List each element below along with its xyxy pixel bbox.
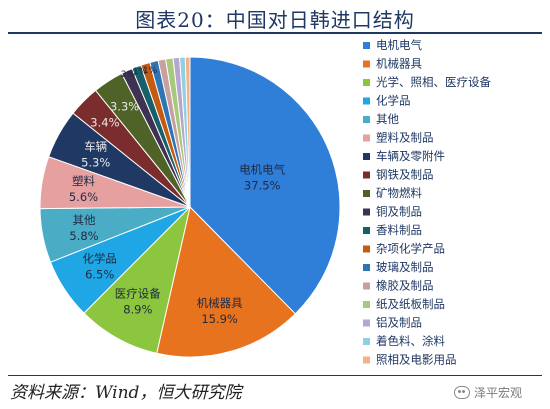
- slice-value-label: 37.5%: [244, 178, 281, 192]
- pie-slices: [39, 56, 341, 358]
- legend-item: 机械器具: [376, 57, 422, 71]
- legend-item: 塑料及制品: [376, 131, 434, 145]
- legend-swatch: [363, 245, 370, 253]
- pie-slice: [83, 205, 191, 354]
- legend-swatch: [363, 338, 370, 345]
- slice-name-label: 车辆: [84, 139, 107, 153]
- legend-swatch: [363, 264, 370, 271]
- pie-chart-svg: 电机电气 37.5% 机械器具 15.9% 医疗设备 8.9% 化学品 6.5% 其他 5.8% 塑…: [39, 38, 491, 367]
- pie-chart: 电机电气 37.5% 机械器具 15.9% 医疗设备 8.9% 化学品 6.5% 其他 5.8% 塑…: [0, 36, 550, 372]
- legend-item: 其他: [376, 112, 399, 126]
- legend-item: 玻璃及制品: [376, 260, 434, 274]
- slice-name-label: 医疗设备: [115, 287, 161, 301]
- legend-swatch: [363, 227, 370, 234]
- small-slice-label: 1%: [143, 66, 158, 76]
- legend-swatch: [363, 171, 370, 179]
- legend-item: 车辆及零附件: [376, 149, 445, 163]
- wechat-icon: [454, 386, 470, 399]
- pie-slice: [156, 205, 297, 358]
- slice-value-label: 3.4%: [90, 115, 119, 129]
- slice-name-label: 电机电气: [239, 162, 285, 176]
- legend-item: 香料制品: [376, 223, 422, 237]
- legend-item: 橡胶及制品: [376, 279, 434, 293]
- slice-name-label: 化学品: [82, 251, 117, 265]
- slice-value-label: 5.6%: [69, 190, 98, 204]
- slice-name-label: 机械器具: [197, 296, 243, 310]
- legend-item: 矿物燃料: [376, 186, 422, 200]
- legend-swatch: [363, 116, 370, 123]
- legend-swatch: [363, 301, 370, 308]
- legend-swatch: [363, 42, 370, 49]
- title-divider: [8, 32, 542, 34]
- legend-swatch: [363, 208, 370, 216]
- legend-swatch: [363, 79, 370, 86]
- pie-slice: [184, 56, 191, 208]
- legend-swatch: [363, 153, 370, 160]
- slice-value-label: 6.5%: [85, 267, 114, 281]
- legend-item: 照相及电影用品: [376, 353, 457, 367]
- legend-swatch: [363, 97, 370, 105]
- pie-slice: [189, 56, 341, 315]
- slice-value-label: 3.3%: [110, 99, 139, 113]
- legend-item: 电机电气: [376, 38, 422, 52]
- slice-value-label: 8.9%: [123, 303, 152, 317]
- legend-swatch: [363, 356, 370, 364]
- slice-name-label: 其他: [73, 213, 96, 227]
- legend-swatch: [363, 190, 370, 197]
- legend-swatch: [363, 60, 370, 68]
- slice-name-label: 塑料: [72, 174, 95, 188]
- legend-item: 杂项化学产品: [376, 242, 445, 256]
- pie-labels: 电机电气 37.5% 机械器具 15.9% 医疗设备 8.9% 化学品 6.5% 其他 5.8% 塑…: [69, 66, 286, 326]
- legend: 电机电气机械器具光学、照相、医疗设备化学品其他塑料及制品车辆及零附件钢铁及制品矿…: [363, 38, 491, 367]
- small-slice-label: 2%: [121, 70, 136, 80]
- legend-swatch: [363, 282, 370, 290]
- watermark: 泽平宏观: [454, 384, 522, 401]
- slice-value-label: 5.3%: [81, 155, 110, 169]
- legend-item: 铜及制品: [376, 205, 422, 219]
- legend-item: 着色料、涂料: [376, 334, 445, 348]
- small-slice-label: 1%: [133, 67, 148, 77]
- legend-swatch: [363, 134, 370, 142]
- legend-item: 纸及纸板制品: [376, 297, 445, 311]
- slice-value-label: 15.9%: [201, 312, 238, 326]
- footer-divider: [8, 375, 542, 376]
- slice-value-label: 5.8%: [69, 229, 98, 243]
- legend-item: 钢铁及制品: [376, 168, 434, 182]
- chart-title: 图表20：中国对日韩进口结构: [135, 8, 415, 32]
- source-note: 资料来源：Wind，恒大研究院: [10, 383, 242, 403]
- legend-item: 铝及制品: [376, 316, 422, 330]
- legend-swatch: [363, 319, 370, 327]
- legend-item: 光学、照相、医疗设备: [376, 75, 491, 89]
- watermark-text: 泽平宏观: [474, 386, 523, 400]
- legend-item: 化学品: [376, 94, 411, 108]
